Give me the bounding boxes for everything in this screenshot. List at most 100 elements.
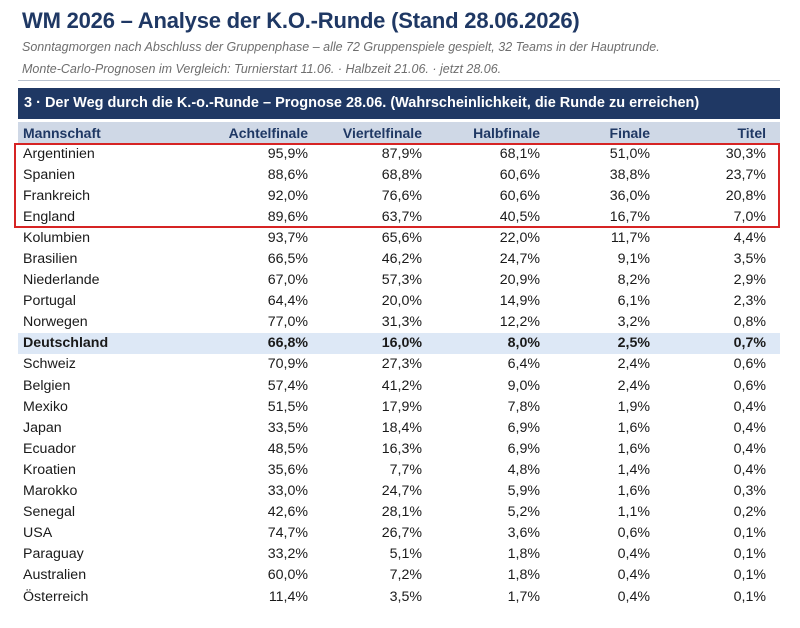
semifinal-cell: 14,9% xyxy=(499,293,540,310)
title-cell: 0,1% xyxy=(733,525,766,542)
quarterfinal-cell: 63,7% xyxy=(381,208,422,225)
semifinal-cell: 22,0% xyxy=(499,229,540,246)
quarterfinal-cell: 28,1% xyxy=(381,504,422,521)
final-cell: 1,4% xyxy=(617,461,650,478)
team-name-cell: Belgien xyxy=(23,377,71,394)
column-header-final: Finale xyxy=(554,122,664,143)
title-cell: 0,8% xyxy=(733,314,766,331)
title-cell: 0,1% xyxy=(733,588,766,605)
table-row: Niederlande 67,0% 57,3% 20,9% 8,2% 2,9% xyxy=(18,270,780,291)
quarterfinal-cell: 41,2% xyxy=(381,377,422,394)
round-of-16-cell: 77,0% xyxy=(267,314,308,331)
round-of-16-cell: 74,7% xyxy=(267,525,308,542)
team-name-cell: Deutschland xyxy=(18,332,198,354)
title-cell: 30,3% xyxy=(725,145,766,162)
semifinal-cell: 1,8% xyxy=(507,567,540,584)
final-cell: 0,6% xyxy=(617,525,650,542)
final-cell: 38,8% xyxy=(609,166,650,183)
team-name-cell: Paraguay xyxy=(23,546,84,563)
quarterfinal-cell: 3,5% xyxy=(389,588,422,605)
title-cell: 4,4% xyxy=(733,229,766,246)
quarterfinal-cell: 87,9% xyxy=(381,145,422,162)
semifinal-cell: 60,6% xyxy=(499,187,540,204)
table-row: Argentinien 95,9% 87,9% 68,1% 51,0% 30,3% xyxy=(18,143,780,164)
title-cell: 0,7% xyxy=(664,332,780,354)
semifinal-cell: 20,9% xyxy=(499,272,540,289)
round-of-16-cell: 66,5% xyxy=(267,251,308,268)
semifinal-cell: 1,7% xyxy=(507,588,540,605)
final-cell: 36,0% xyxy=(609,187,650,204)
quarterfinal-cell: 5,1% xyxy=(389,546,422,563)
semifinal-cell: 3,6% xyxy=(507,525,540,542)
round-of-16-cell: 42,6% xyxy=(267,504,308,521)
final-cell: 2,5% xyxy=(554,332,664,354)
column-header-quarterfinal: Viertelfinale xyxy=(322,122,436,143)
quarterfinal-cell: 31,3% xyxy=(381,314,422,331)
round-of-16-cell: 35,6% xyxy=(267,461,308,478)
quarterfinal-cell: 17,9% xyxy=(381,398,422,415)
team-name-cell: USA xyxy=(23,525,53,542)
team-name-cell: Kolumbien xyxy=(23,229,91,246)
round-of-16-cell: 89,6% xyxy=(267,208,308,225)
team-name-cell: Ecuador xyxy=(23,440,76,457)
table-row: Kroatien 35,6% 7,7% 4,8% 1,4% 0,4% xyxy=(18,459,780,480)
team-name-cell: Niederlande xyxy=(23,272,100,289)
final-cell: 1,6% xyxy=(617,483,650,500)
table-row: Australien 60,0% 7,2% 1,8% 0,4% 0,1% xyxy=(18,565,780,586)
title-cell: 0,4% xyxy=(733,398,766,415)
final-cell: 8,2% xyxy=(617,272,650,289)
round-of-16-cell: 64,4% xyxy=(267,293,308,310)
team-name-cell: Japan xyxy=(23,419,62,436)
ko-prognosis-table-container: Mannschaft Achtelfinale Viertelfinale Ha… xyxy=(18,122,780,607)
title-cell: 2,9% xyxy=(733,272,766,289)
final-cell: 51,0% xyxy=(609,145,650,162)
team-name-cell: Australien xyxy=(23,567,87,584)
table-row: Norwegen 77,0% 31,3% 12,2% 3,2% 0,8% xyxy=(18,312,780,333)
table-row: Paraguay 33,2% 5,1% 1,8% 0,4% 0,1% xyxy=(18,544,780,565)
round-of-16-cell: 88,6% xyxy=(267,166,308,183)
quarterfinal-cell: 20,0% xyxy=(381,293,422,310)
table-row: Kolumbien 93,7% 65,6% 22,0% 11,7% 4,4% xyxy=(18,227,780,248)
semifinal-cell: 6,9% xyxy=(507,440,540,457)
title-cell: 0,6% xyxy=(733,377,766,394)
team-name-cell: Kroatien xyxy=(23,461,76,478)
title-cell: 23,7% xyxy=(725,166,766,183)
team-name-cell: Senegal xyxy=(23,504,76,521)
semifinal-cell: 4,8% xyxy=(507,461,540,478)
quarterfinal-cell: 16,3% xyxy=(381,440,422,457)
final-cell: 0,4% xyxy=(617,567,650,584)
column-header-team: Mannschaft xyxy=(18,122,198,143)
title-cell: 3,5% xyxy=(733,251,766,268)
semifinal-cell: 68,1% xyxy=(499,145,540,162)
round-of-16-cell: 92,0% xyxy=(267,187,308,204)
table-row: Österreich 11,4% 3,5% 1,7% 0,4% 0,1% xyxy=(18,586,780,607)
team-name-cell: Mexiko xyxy=(23,398,68,415)
subtitle-context: Sonntagmorgen nach Abschluss der Gruppen… xyxy=(22,40,660,54)
section-header: 3 · Der Weg durch die K.-o.-Runde – Prog… xyxy=(18,88,780,119)
ko-prognosis-table: Mannschaft Achtelfinale Viertelfinale Ha… xyxy=(18,122,780,607)
team-name-cell: Portugal xyxy=(23,293,76,310)
title-cell: 2,3% xyxy=(733,293,766,310)
title-cell: 0,2% xyxy=(733,504,766,521)
final-cell: 3,2% xyxy=(617,314,650,331)
team-name-cell: Österreich xyxy=(23,588,89,605)
title-cell: 0,1% xyxy=(733,567,766,584)
subtitle-comparison: Monte-Carlo-Prognosen im Vergleich: Turn… xyxy=(22,62,502,76)
quarterfinal-cell: 18,4% xyxy=(381,419,422,436)
semifinal-cell: 1,8% xyxy=(507,546,540,563)
semifinal-cell: 24,7% xyxy=(499,251,540,268)
final-cell: 6,1% xyxy=(617,293,650,310)
semifinal-cell: 6,9% xyxy=(507,419,540,436)
title-cell: 0,4% xyxy=(733,461,766,478)
table-row: USA 74,7% 26,7% 3,6% 0,6% 0,1% xyxy=(18,523,780,544)
title-cell: 0,6% xyxy=(733,356,766,373)
final-cell: 2,4% xyxy=(617,356,650,373)
table-row: Portugal 64,4% 20,0% 14,9% 6,1% 2,3% xyxy=(18,291,780,312)
table-header-row: Mannschaft Achtelfinale Viertelfinale Ha… xyxy=(18,122,780,143)
semifinal-cell: 12,2% xyxy=(499,314,540,331)
column-header-semifinal: Halbfinale xyxy=(436,122,554,143)
round-of-16-cell: 57,4% xyxy=(267,377,308,394)
quarterfinal-cell: 27,3% xyxy=(381,356,422,373)
round-of-16-cell: 70,9% xyxy=(267,356,308,373)
table-row: Ecuador 48,5% 16,3% 6,9% 1,6% 0,4% xyxy=(18,438,780,459)
